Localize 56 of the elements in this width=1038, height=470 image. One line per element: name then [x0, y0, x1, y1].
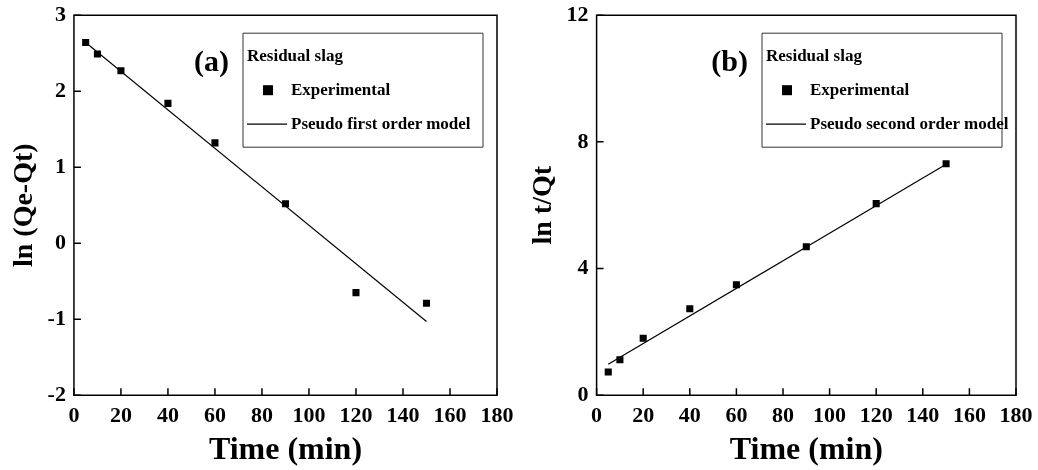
- x-tick-label: 100: [292, 402, 326, 428]
- x-tick-label: 40: [156, 402, 179, 428]
- y-tick-label: 12: [566, 0, 589, 26]
- x-tick-label: 180: [480, 402, 514, 428]
- point: [117, 67, 125, 75]
- x-tick-label: 80: [250, 402, 273, 428]
- point: [686, 305, 694, 313]
- y-tick-label: -2: [47, 380, 66, 406]
- point: [616, 356, 624, 364]
- x-tick-label: 120: [859, 402, 893, 428]
- point: [352, 289, 360, 297]
- y-tick-label: -1: [47, 304, 66, 330]
- y-tick-label: 8: [577, 127, 589, 153]
- legend-title: Residual slag: [766, 45, 863, 65]
- point: [93, 50, 101, 58]
- point: [639, 334, 647, 342]
- point: [82, 39, 90, 47]
- x-tick-label: 160: [952, 402, 986, 428]
- x-axis-title: Time (min): [729, 430, 883, 467]
- x-tick-label: 20: [109, 402, 132, 428]
- point: [281, 200, 289, 208]
- y-axis-title: ln t/Qt: [526, 165, 558, 245]
- point: [211, 139, 219, 147]
- point: [732, 281, 740, 289]
- annotation: (b): [711, 43, 748, 78]
- x-tick-label: 100: [813, 402, 847, 428]
- y-tick-label: 3: [54, 0, 66, 26]
- x-tick-label: 180: [999, 402, 1033, 428]
- y-tick-label: 0: [54, 228, 66, 254]
- legend-label: Pseudo second order model: [810, 113, 1009, 133]
- point: [942, 160, 950, 168]
- x-tick-label: 40: [678, 402, 701, 428]
- point: [164, 99, 172, 107]
- point: [802, 243, 810, 251]
- x-tick-label: 20: [632, 402, 655, 428]
- legend-label: Pseudo first order model: [291, 113, 471, 133]
- x-axis-title: Time (min): [208, 430, 363, 467]
- x-tick-label: 60: [725, 402, 748, 428]
- legend-title: Residual slag: [247, 45, 344, 65]
- x-tick-label: 140: [386, 402, 420, 428]
- point: [604, 368, 612, 376]
- annotation: (a): [194, 43, 229, 78]
- y-tick-label: 2: [54, 76, 66, 102]
- point: [422, 299, 431, 307]
- x-tick-label: 80: [772, 402, 794, 428]
- y-axis-title: ln (Qe-Qt): [7, 143, 39, 268]
- y-tick-label: 0: [577, 380, 589, 406]
- legend-label: Experimental: [810, 79, 910, 99]
- y-tick-label: 4: [577, 254, 589, 280]
- x-tick-label: 120: [339, 402, 373, 428]
- y-tick-label: 1: [54, 152, 66, 178]
- x-tick-label: 60: [203, 402, 226, 428]
- legend-label: Experimental: [291, 79, 391, 99]
- x-tick-label: 160: [433, 402, 467, 428]
- point: [872, 200, 880, 208]
- x-tick-label: 140: [906, 402, 940, 428]
